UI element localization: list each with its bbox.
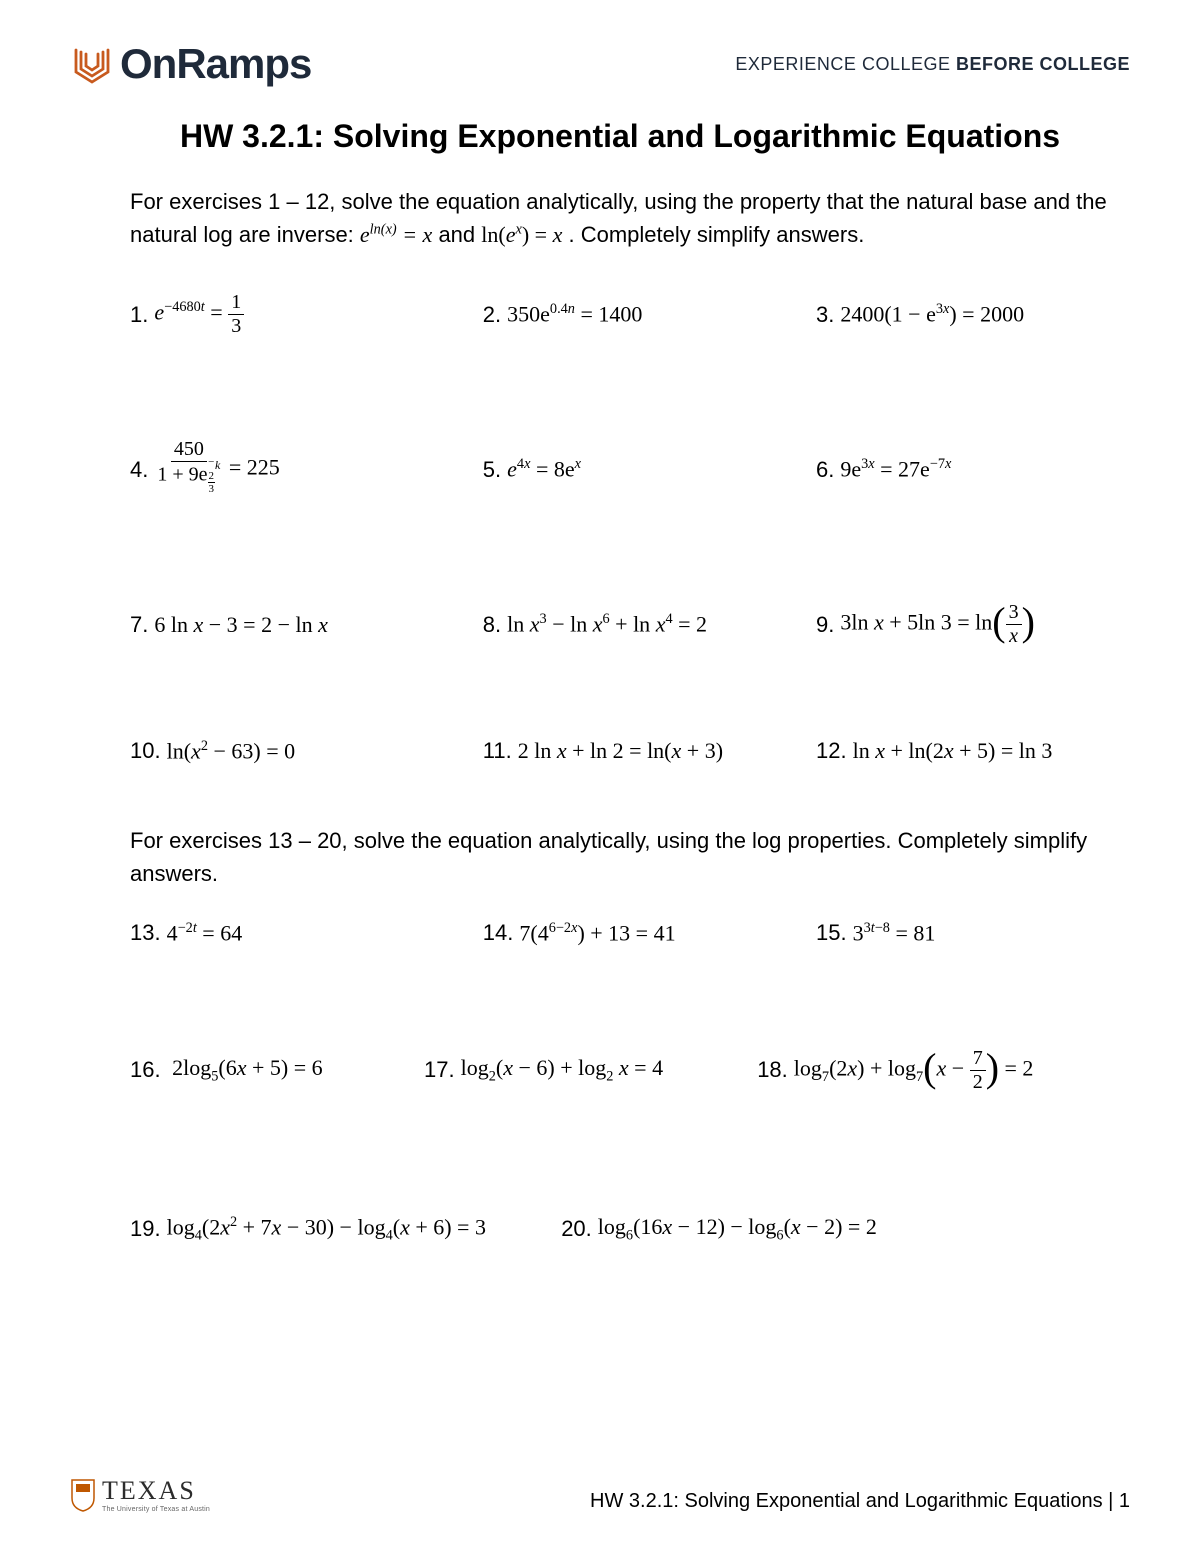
row-5: 13. 4−2t = 64 14. 7(46−2x) + 13 = 41 15.… [130, 920, 1110, 946]
problem-10: 10. ln(x2 − 63) = 0 [130, 738, 483, 764]
problem-20: 20. log6(16x − 12) − log6(x − 2) = 2 [561, 1214, 1110, 1245]
problem-18: 18. log7(2x) + log7(x − 72) = 2 [757, 1047, 1110, 1094]
problem-15: 15. 33t−8 = 81 [816, 920, 1110, 946]
texas-logo: TEXAS The University of Texas at Austin [70, 1476, 210, 1513]
tagline-bold: BEFORE COLLEGE [956, 54, 1130, 74]
instr1-c: . Completely simplify answers. [568, 222, 864, 247]
row-7: 19. log4(2x2 + 7x − 30) − log4(x + 6) = … [130, 1214, 1110, 1245]
row-4: 10. ln(x2 − 63) = 0 11. 2 ln x + ln 2 = … [130, 738, 1110, 764]
instruction-1: For exercises 1 – 12, solve the equation… [130, 185, 1110, 251]
instr-eq2: ln(ex) = x [481, 222, 562, 247]
instruction-2: For exercises 13 – 20, solve the equatio… [130, 824, 1110, 890]
instr1-b: and [438, 222, 481, 247]
problem-4: 4. 450 1 + 9e−23k = 225 [130, 438, 483, 501]
problem-3: 3. 2400(1 − e3x) = 2000 [816, 291, 1110, 338]
problem-6: 6. 9e3x = 27e−7x [816, 438, 1110, 501]
problem-13: 13. 4−2t = 64 [130, 920, 483, 946]
problem-14: 14. 7(46−2x) + 13 = 41 [483, 920, 816, 946]
footer-title: HW 3.2.1: Solving Exponential and Logari… [590, 1490, 1130, 1513]
instr-eq1: eln(x) = x [360, 222, 432, 247]
problem-8: 8. ln x3 − ln x6 + ln x4 = 2 [483, 601, 816, 648]
page-title: HW 3.2.1: Solving Exponential and Logari… [130, 118, 1110, 155]
problem-1: 1. e−4680t = 13 [130, 291, 483, 338]
problem-7: 7. 6 ln x − 3 = 2 − ln x [130, 601, 483, 648]
page-header: OnRamps EXPERIENCE COLLEGE BEFORE COLLEG… [70, 40, 1130, 88]
problem-19: 19. log4(2x2 + 7x − 30) − log4(x + 6) = … [130, 1214, 561, 1245]
problem-11: 11. 2 ln x + ln 2 = ln(x + 3) [483, 738, 816, 764]
logo-icon [70, 42, 114, 86]
problem-9: 9. 3ln x + 5ln 3 = ln(3x) [816, 601, 1110, 648]
page-footer: TEXAS The University of Texas at Austin … [70, 1476, 1130, 1513]
logo-text: OnRamps [120, 40, 311, 88]
problem-2: 2. 350e0.4n = 1400 [483, 291, 816, 338]
page-content: HW 3.2.1: Solving Exponential and Logari… [70, 118, 1130, 1244]
row-1: 1. e−4680t = 13 2. 350e0.4n = 1400 3. 24… [130, 291, 1110, 338]
row-6: 16. 2log5(6x + 5) = 6 17. log2(x − 6) + … [130, 1047, 1110, 1094]
problem-5: 5. e4x = 8ex [483, 438, 816, 501]
problem-12: 12. ln x + ln(2x + 5) = ln 3 [816, 738, 1110, 764]
row-3: 7. 6 ln x − 3 = 2 − ln x 8. ln x3 − ln x… [130, 601, 1110, 648]
tagline: EXPERIENCE COLLEGE BEFORE COLLEGE [735, 54, 1130, 75]
tagline-light: EXPERIENCE COLLEGE [735, 54, 956, 74]
texas-subtext: The University of Texas at Austin [102, 1506, 210, 1513]
texas-shield-icon [70, 1478, 96, 1512]
texas-text: TEXAS [102, 1476, 210, 1506]
onramps-logo: OnRamps [70, 40, 311, 88]
row-2: 4. 450 1 + 9e−23k = 225 5. e4x = 8ex 6. … [130, 438, 1110, 501]
problem-17: 17. log2(x − 6) + log2 x = 4 [424, 1047, 757, 1094]
problem-16: 16. 2log5(6x + 5) = 6 [130, 1047, 424, 1094]
